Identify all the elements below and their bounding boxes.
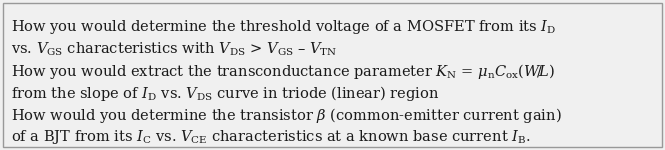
Text: of a BJT from its $I_\mathrm{C}$ vs. $V_\mathrm{CE}$ characteristics at a known : of a BJT from its $I_\mathrm{C}$ vs. $V_… xyxy=(11,128,530,146)
Text: How you would extract the transconductance parameter $K_\mathrm{N}$ = $\mu_\math: How you would extract the transconductan… xyxy=(11,62,555,81)
Text: from the slope of $I_\mathrm{D}$ vs. $V_\mathrm{DS}$ curve in triode (linear) re: from the slope of $I_\mathrm{D}$ vs. $V_… xyxy=(11,84,439,103)
Text: How would you determine the transistor $\beta$ (common-emitter current gain): How would you determine the transistor $… xyxy=(11,106,561,125)
Text: How you would determine the threshold voltage of a MOSFET from its $I_\mathrm{D}: How you would determine the threshold vo… xyxy=(11,18,556,36)
Text: vs. $V_\mathrm{GS}$ characteristics with $V_\mathrm{DS}$ > $V_\mathrm{GS}$ – $V_: vs. $V_\mathrm{GS}$ characteristics with… xyxy=(11,40,337,58)
